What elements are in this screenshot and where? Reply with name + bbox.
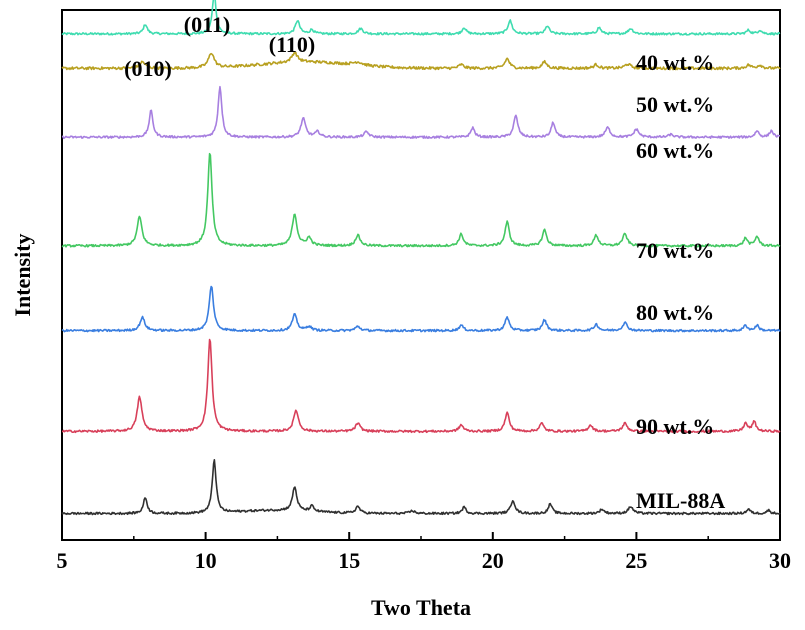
peak-label: (110) [269,32,315,57]
peak-label: (011) [184,12,230,37]
x-tick-label: 25 [625,548,647,573]
series-line [61,0,781,36]
x-tick-label: 30 [769,548,791,573]
series-label: 60 wt.% [636,138,714,163]
series-label: 70 wt.% [636,238,714,263]
series-label: 80 wt.% [636,300,714,325]
peak-label: (010) [124,56,172,81]
x-tick-label: 15 [338,548,360,573]
x-tick-label: 10 [195,548,217,573]
series-label: 90 wt.% [636,414,714,439]
series-line [61,285,781,333]
series-label: MIL-88A [636,488,725,513]
series-labels: 40 wt.% 50 wt.% 60 wt.% 70 wt.% 80 wt.% 90 wt… [636,50,725,513]
series-line [61,152,781,248]
plot-frame [61,9,781,541]
x-axis: 5 10 15 20 25 30 [57,532,791,573]
series-line [61,338,781,434]
series-label: 50 wt.% [636,92,714,117]
series-line [61,85,781,139]
series-label: 40 wt.% [636,50,714,75]
series-line [61,51,781,71]
y-axis-title: Intensity [10,233,35,316]
x-tick-label: 5 [57,548,68,573]
series-line [61,458,781,516]
series-layer [61,0,781,516]
peak-annotations: (010) (011) (110) [124,12,315,81]
x-axis-title: Two Theta [371,595,471,620]
x-tick-label: 20 [482,548,504,573]
